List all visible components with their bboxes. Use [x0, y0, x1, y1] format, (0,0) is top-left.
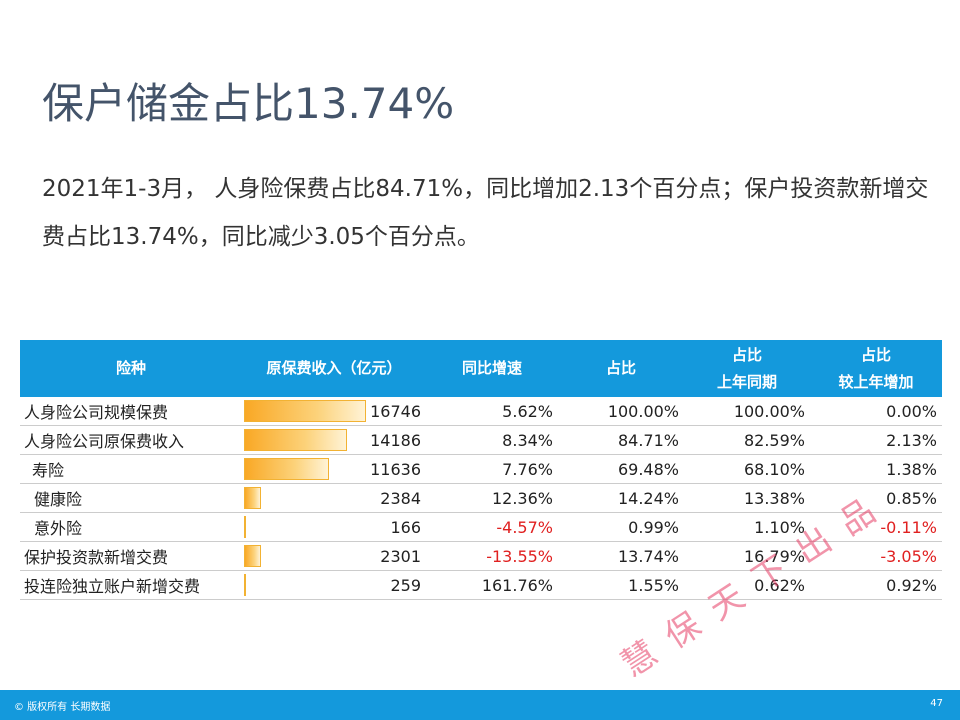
row-income-cell: 2384: [242, 483, 426, 513]
income-data-bar: [244, 516, 246, 538]
page-number: 47: [930, 698, 943, 709]
table-row: 寿险 11636 7.76% 69.48% 68.10% 1.38%: [20, 454, 942, 484]
header-share: 占比: [558, 340, 684, 397]
row-share: 1.55%: [558, 570, 684, 600]
header-growth: 同比增速: [426, 340, 558, 397]
summary-text: 2021年1-3月， 人身险保费占比84.71%，同比增加2.13个百分点；保户…: [42, 176, 929, 250]
table-row: 意外险 166 -4.57% 0.99% 1.10% -0.11%: [20, 512, 942, 542]
row-share-prev: 1.10%: [684, 512, 810, 542]
row-name: 寿险: [20, 454, 242, 484]
row-share-change: 2.13%: [810, 425, 942, 455]
income-data-bar: [244, 487, 261, 509]
row-name: 人身险公司规模保费: [20, 397, 242, 426]
row-share-prev: 68.10%: [684, 454, 810, 484]
income-data-bar: [244, 400, 366, 422]
row-share: 0.99%: [558, 512, 684, 542]
table-row: 健康险 2384 12.36% 14.24% 13.38% 0.85%: [20, 483, 942, 513]
row-share: 14.24%: [558, 483, 684, 513]
footer-bar: © 版权所有 长期数据 47: [0, 690, 960, 720]
income-data-bar: [244, 574, 246, 596]
row-share: 69.48%: [558, 454, 684, 484]
row-name: 意外险: [20, 512, 242, 542]
row-name: 健康险: [20, 483, 242, 513]
row-share-change: 0.00%: [810, 397, 942, 426]
row-share-change: -3.05%: [810, 541, 942, 571]
row-name: 保护投资款新增交费: [20, 541, 242, 571]
table-row: 投连险独立账户新增交费 259 161.76% 1.55% 0.62% 0.92%: [20, 570, 942, 600]
row-income-cell: 11636: [242, 454, 426, 484]
row-share-prev: 13.38%: [684, 483, 810, 513]
header-share-prev-line2: 上年同期: [716, 372, 777, 391]
row-growth: 5.62%: [426, 397, 558, 426]
header-share-prev-line1: 占比: [731, 345, 762, 364]
row-growth: 7.76%: [426, 454, 558, 484]
row-growth: 161.76%: [426, 570, 558, 600]
header-share-change-line2: 较上年增加: [838, 372, 914, 391]
row-income: 16746: [370, 401, 421, 421]
header-share-change: 占比 较上年增加: [810, 340, 942, 397]
row-share-change: 0.85%: [810, 483, 942, 513]
slide-title: 保户储金占比13.74%: [42, 79, 455, 128]
header-type: 险种: [20, 340, 242, 397]
row-growth: -4.57%: [426, 512, 558, 542]
row-share-change: -0.11%: [810, 512, 942, 542]
row-growth: 12.36%: [426, 483, 558, 513]
row-share-prev: 82.59%: [684, 425, 810, 455]
row-income-cell: 2301: [242, 541, 426, 571]
header-share-change-line1: 占比: [860, 345, 891, 364]
row-income: 259: [390, 575, 421, 595]
row-income: 2384: [380, 488, 421, 508]
row-share-prev: 16.79%: [684, 541, 810, 571]
row-income: 166: [390, 517, 421, 537]
income-data-bar: [244, 429, 347, 451]
row-share-prev: 0.62%: [684, 570, 810, 600]
table-row: 人身险公司原保费收入 14186 8.34% 84.71% 82.59% 2.13%: [20, 425, 942, 455]
row-income: 14186: [370, 430, 421, 450]
table-row: 保护投资款新增交费 2301 -13.55% 13.74% 16.79% -3.05%: [20, 541, 942, 571]
row-income-cell: 166: [242, 512, 426, 542]
row-share: 100.00%: [558, 397, 684, 426]
table-row: 人身险公司规模保费 16746 5.62% 100.00% 100.00% 0.00%: [20, 397, 942, 426]
row-growth: -13.55%: [426, 541, 558, 571]
income-data-bar: [244, 458, 329, 480]
copyright-text: © 版权所有 长期数据: [14, 702, 111, 713]
table-body: 人身险公司规模保费 16746 5.62% 100.00% 100.00% 0.00% 人身…: [20, 397, 942, 600]
header-share-prev: 占比 上年同期: [684, 340, 810, 397]
row-share: 13.74%: [558, 541, 684, 571]
income-data-bar: [244, 545, 261, 567]
row-growth: 8.34%: [426, 425, 558, 455]
premium-table: 险种 原保费收入（亿元） 同比增速 占比 占比 上年同期 占比 较上年增加 人身…: [20, 340, 942, 600]
row-income: 2301: [380, 546, 421, 566]
row-share-change: 1.38%: [810, 454, 942, 484]
header-income: 原保费收入（亿元）: [242, 340, 426, 397]
row-share: 84.71%: [558, 425, 684, 455]
table-header-row: 险种 原保费收入（亿元） 同比增速 占比 占比 上年同期 占比 较上年增加: [20, 340, 942, 397]
row-name: 人身险公司原保费收入: [20, 425, 242, 455]
row-share-prev: 100.00%: [684, 397, 810, 426]
row-name: 投连险独立账户新增交费: [20, 570, 242, 600]
row-income: 11636: [370, 459, 421, 479]
row-income-cell: 16746: [242, 397, 426, 426]
row-share-change: 0.92%: [810, 570, 942, 600]
row-income-cell: 259: [242, 570, 426, 600]
row-income-cell: 14186: [242, 425, 426, 455]
